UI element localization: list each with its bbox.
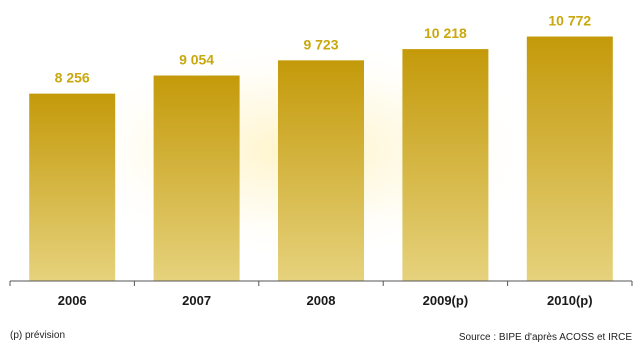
bar — [153, 75, 240, 281]
bar — [29, 93, 116, 281]
data-label: 10 772 — [548, 13, 591, 29]
data-label: 9 054 — [179, 52, 214, 68]
source-note: Source : BIPE d'après ACOSS et IRCE — [458, 332, 632, 343]
x-tick-label: 2007 — [182, 293, 211, 308]
data-label: 8 256 — [55, 70, 90, 86]
bar — [526, 36, 613, 282]
data-label: 9 723 — [303, 36, 338, 52]
x-tick-label: 2008 — [307, 293, 336, 308]
x-tick-label: 2010(p) — [547, 293, 593, 308]
bar — [278, 60, 364, 282]
x-tick-label: 2009(p) — [423, 293, 469, 308]
x-tick-label: 2006 — [58, 293, 87, 308]
data-label: 10 218 — [424, 25, 467, 41]
footnote: (p) prévision — [10, 330, 66, 341]
bar — [402, 49, 489, 281]
